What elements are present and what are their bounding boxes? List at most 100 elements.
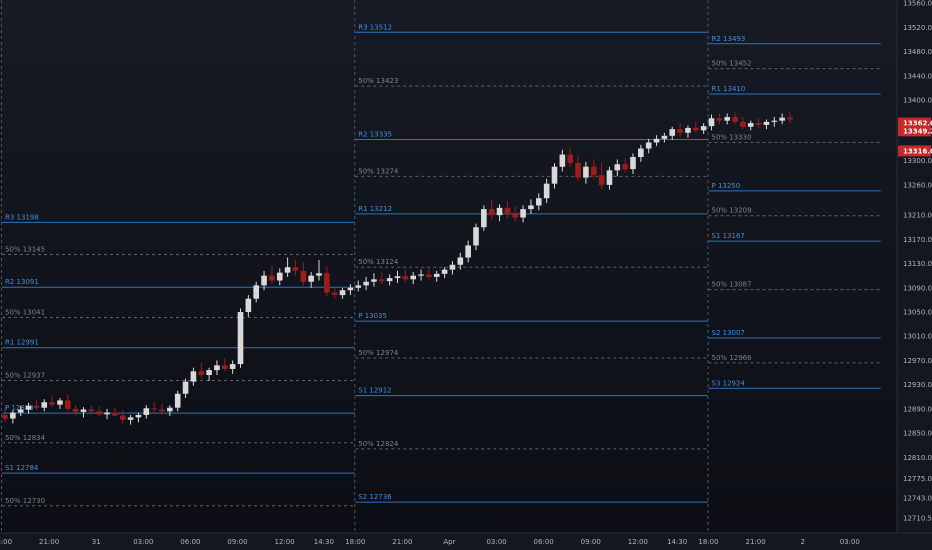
price-tick-label: 12890.00 [903, 405, 932, 413]
midpoint-label: 50% 12730 [5, 497, 45, 505]
candle-up [418, 274, 424, 276]
price-tick-label: 12850.00 [903, 430, 932, 438]
candle-up [57, 400, 63, 405]
pivot-label: R1 13212 [358, 205, 392, 213]
time-tick-label: 31 [92, 538, 101, 546]
price-tick-label: 13260.00 [903, 181, 932, 189]
candle-down [787, 117, 793, 120]
candle-down [88, 409, 95, 412]
time-tick-label: 21:00 [392, 538, 412, 546]
candle-down [575, 163, 581, 178]
candle-up [214, 365, 220, 371]
price-tick-label: 13210.00 [903, 212, 932, 220]
pivot-label: S1 12912 [358, 387, 391, 395]
candle-up [763, 121, 770, 125]
candle-up [339, 290, 346, 296]
pivot-label: R1 13410 [712, 85, 746, 93]
candle-up [167, 407, 173, 412]
candle-up [645, 142, 652, 149]
time-tick-label: 09:00 [581, 538, 601, 546]
candle-down [96, 411, 102, 415]
candle-up [284, 267, 291, 273]
price-badge-label: 13316.00 [903, 147, 932, 155]
candle-up [347, 287, 354, 291]
price-tick-label: 13480.00 [903, 48, 932, 56]
candle-down [402, 276, 409, 280]
candle-down [590, 166, 597, 176]
pivot-label: S1 12784 [5, 464, 39, 472]
midpoint-label: 50% 12974 [358, 349, 399, 357]
time-tick-label: 18:00 [0, 538, 12, 546]
candle-up [41, 402, 48, 408]
midpoint-label: 50% 12834 [5, 434, 46, 442]
time-axis[interactable]: 18:00 21:00 31 03:00 06:00 09:00 12:00 14:30 18:… [0, 532, 932, 550]
price-tick-label: 13010.00 [903, 333, 932, 341]
price-tick-label: 13170.00 [903, 236, 932, 244]
price-tick-label: 13440.00 [903, 72, 932, 80]
candle-up [669, 129, 676, 136]
pivot-label: S3 12924 [712, 379, 746, 387]
candle-down [300, 270, 307, 282]
candle-up [276, 272, 283, 281]
candle-up [606, 170, 613, 185]
pivot-label: P 12883 [5, 404, 34, 412]
candle-up [528, 205, 534, 210]
candle-down [732, 117, 738, 122]
candle-down [677, 129, 683, 133]
candle-down [567, 154, 573, 164]
candle-down [151, 408, 157, 410]
time-tick-label: Apr [443, 538, 455, 546]
time-tick-label: 18:00 [698, 538, 718, 546]
price-tick-label: 13400.00 [903, 97, 932, 105]
candle-up [10, 412, 16, 419]
candle-down [2, 414, 8, 419]
price-badge-label: 13362.00 [903, 120, 932, 128]
candle-down [222, 365, 228, 369]
pivot-label: R2 13335 [358, 130, 392, 138]
candle-up [394, 276, 401, 279]
candle-down [426, 274, 432, 277]
time-tick-label: 12:00 [275, 538, 295, 546]
price-axis[interactable]: 13560.00 13520.00 13480.00 13440.00 13400.00… [896, 0, 932, 550]
time-tick-label: 14:30 [314, 538, 334, 546]
pivot-label: P 13035 [358, 312, 387, 320]
candle-up [465, 245, 471, 258]
candle-up [245, 298, 252, 313]
candle-up [653, 138, 660, 143]
candle-down [716, 118, 723, 121]
candle-up [316, 273, 322, 276]
price-badge [898, 125, 931, 137]
candle-up [661, 135, 668, 139]
candle-up [261, 275, 267, 286]
candle-up [355, 285, 362, 288]
candles[interactable] [2, 112, 793, 425]
time-tick-label: 06:00 [534, 538, 554, 546]
time-tick-label: 18:00 [345, 538, 365, 546]
pivot-label: R3 13512 [358, 23, 392, 31]
candle-up [206, 370, 212, 375]
candle-up [771, 120, 778, 122]
candle-down [112, 412, 118, 416]
price-badge [898, 145, 931, 157]
candle-up [708, 118, 715, 127]
candle-down [49, 402, 55, 405]
candle-up [174, 393, 181, 408]
midpoint-label: 50% 12937 [5, 371, 45, 379]
time-tick-label: 12:00 [628, 538, 648, 546]
price-tick-label: 13050.00 [903, 309, 932, 317]
candle-up [433, 273, 440, 277]
time-tick-label: 14:30 [667, 538, 687, 546]
midpoint-label: 50% 13330 [712, 133, 752, 141]
time-tick-label: 09:00 [227, 538, 247, 546]
candle-up [551, 166, 558, 184]
candle-up [441, 269, 448, 274]
candle-up [520, 209, 526, 218]
price-tick-label: 13300.00 [903, 157, 932, 165]
candle-up [700, 126, 707, 131]
candle-down [159, 409, 165, 412]
midpoint-label: 50% 13145 [5, 245, 45, 253]
candle-down [119, 415, 126, 420]
candle-up [481, 209, 487, 228]
price-badges: 13362.0013349.25 13316.00 [898, 117, 932, 157]
